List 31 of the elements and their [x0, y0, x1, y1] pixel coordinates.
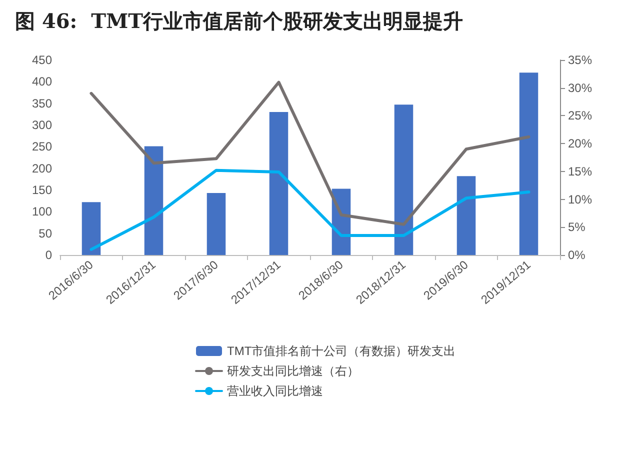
y-tick-label: 400	[32, 74, 52, 89]
y-tick-label: 50	[38, 226, 52, 240]
y2-tick-label: 20%	[568, 136, 592, 151]
y2-tick-label: 10%	[568, 192, 592, 206]
y-tick-label: 200	[32, 161, 52, 176]
line-series	[90, 168, 530, 251]
legend-label: 营业收入同比增速	[227, 384, 323, 398]
bar	[269, 112, 288, 255]
y2-tick-label: 30%	[568, 80, 592, 95]
legend-label: TMT市值排名前十公司（有数据）研发支出	[227, 344, 456, 358]
bar	[394, 104, 414, 255]
y2-tick-label: 35%	[568, 53, 592, 67]
y-tick-label: 350	[32, 96, 52, 110]
legend-label: 研发支出同比增速（右）	[227, 364, 359, 378]
bar	[144, 146, 164, 255]
y2-tick-label: 15%	[568, 164, 592, 178]
bar	[456, 176, 476, 255]
y-tick-label: 450	[32, 53, 52, 67]
chart-title: 图 46: TMT行业市值居前个股研发支出明显提升	[15, 9, 464, 33]
y-tick-label: 0	[45, 248, 52, 262]
y2-tick-label: 25%	[568, 108, 592, 123]
y-tick-label: 250	[32, 140, 52, 154]
y-tick-label: 300	[32, 118, 52, 132]
bar	[519, 72, 538, 255]
y-tick-label: 150	[32, 183, 52, 197]
line-series	[90, 80, 530, 226]
y2-tick-label: 5%	[568, 220, 586, 234]
y2-tick-label: 0%	[568, 248, 586, 262]
y-tick-label: 100	[32, 204, 52, 219]
bar	[206, 193, 226, 255]
bar	[82, 202, 101, 255]
